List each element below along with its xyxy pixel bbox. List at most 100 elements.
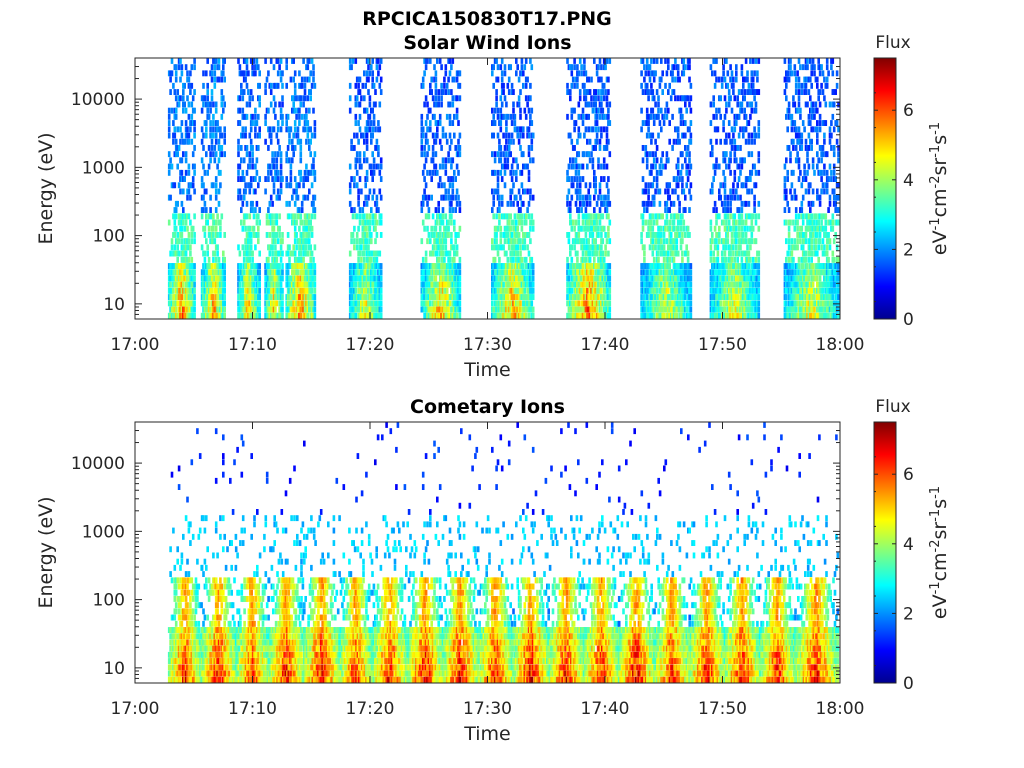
flux-cell xyxy=(506,163,510,170)
flux-cell xyxy=(272,300,276,307)
flux-cell xyxy=(217,263,221,269)
flux-cell xyxy=(355,169,359,176)
flux-cell xyxy=(574,250,578,257)
flux-cell xyxy=(524,219,528,226)
flux-cell xyxy=(591,263,595,269)
flux-cell xyxy=(453,76,456,83)
flux-cell xyxy=(645,300,649,307)
flux-cell xyxy=(271,176,274,182)
flux-cell xyxy=(713,82,717,89)
flux-cell xyxy=(240,82,243,89)
flux-cell xyxy=(709,269,713,276)
flux-cell xyxy=(672,200,676,207)
flux-cell xyxy=(652,157,656,164)
flux-cell xyxy=(512,107,515,114)
flux-cell xyxy=(292,145,295,151)
flux-cell xyxy=(652,76,656,83)
flux-cell xyxy=(203,300,207,307)
flux-cell xyxy=(267,176,270,182)
flux-cell xyxy=(209,294,212,300)
flux-cell xyxy=(529,219,532,226)
flux-cell xyxy=(302,287,305,294)
flux-cell xyxy=(588,294,592,300)
flux-cell xyxy=(191,107,195,114)
flux-cell xyxy=(179,263,182,269)
flux-cell xyxy=(308,138,311,145)
flux-cell xyxy=(491,238,494,245)
flux-cell xyxy=(510,300,514,307)
flux-cell xyxy=(292,244,295,251)
flux-cell xyxy=(252,306,256,313)
flux-cell xyxy=(213,263,217,269)
flux-cell xyxy=(661,312,664,319)
flux-cell xyxy=(607,300,610,307)
flux-cell xyxy=(371,219,374,226)
flux-cell xyxy=(358,294,362,300)
flux-cell xyxy=(305,269,308,276)
flux-cell xyxy=(180,263,184,269)
flux-cell xyxy=(429,107,432,114)
flux-cell xyxy=(641,89,645,95)
flux-cell xyxy=(688,275,691,282)
flux-cell xyxy=(587,275,590,282)
flux-cell xyxy=(310,232,314,238)
flux-cell xyxy=(448,113,452,120)
flux-cell xyxy=(583,58,586,64)
flux-cell xyxy=(509,300,512,307)
flux-cell xyxy=(492,275,495,282)
flux-cell xyxy=(657,213,660,220)
flux-cell xyxy=(220,132,224,139)
flux-cell xyxy=(512,113,515,120)
flux-cell xyxy=(454,275,457,282)
flux-cell xyxy=(712,294,715,300)
flux-cell xyxy=(306,132,310,139)
flux-cell xyxy=(447,300,450,307)
flux-cell xyxy=(375,232,379,238)
flux-cell xyxy=(492,287,495,294)
flux-cell xyxy=(242,250,246,257)
flux-cell xyxy=(641,312,645,319)
flux-cell xyxy=(719,275,722,282)
flux-cell xyxy=(600,269,603,276)
flux-cell xyxy=(711,188,714,195)
flux-cell xyxy=(527,200,531,207)
flux-cell xyxy=(608,275,612,282)
flux-cell xyxy=(187,238,191,245)
flux-cell xyxy=(516,225,519,232)
flux-cell xyxy=(354,300,358,307)
flux-cell xyxy=(257,113,260,120)
flux-cell xyxy=(244,263,247,269)
flux-cell xyxy=(172,306,175,313)
flux-cell xyxy=(348,275,352,282)
flux-cell xyxy=(608,120,612,126)
flux-cell xyxy=(578,263,582,269)
flux-cell xyxy=(222,294,225,300)
flux-cell xyxy=(502,113,505,120)
flux-cell xyxy=(186,95,189,102)
flux-cell xyxy=(372,82,376,89)
flux-cell xyxy=(522,300,525,307)
flux-cell xyxy=(510,219,514,226)
flux-cell xyxy=(217,200,221,207)
flux-cell xyxy=(448,269,452,276)
flux-cell xyxy=(348,163,352,170)
flux-cell xyxy=(184,64,188,71)
flux-cell xyxy=(279,300,283,307)
flux-cell xyxy=(379,176,383,182)
flux-cell xyxy=(569,306,572,313)
flux-cell xyxy=(513,225,517,232)
flux-cell xyxy=(726,312,730,319)
flux-cell xyxy=(173,113,177,120)
flux-cell xyxy=(510,132,514,139)
flux-cell xyxy=(588,213,592,220)
flux-cell xyxy=(187,312,191,319)
flux-cell xyxy=(517,188,521,195)
flux-cell xyxy=(292,300,295,307)
flux-cell xyxy=(303,225,307,232)
flux-cell xyxy=(308,225,311,232)
flux-cell xyxy=(265,275,269,282)
flux-cell xyxy=(513,244,517,251)
flux-cell xyxy=(725,232,728,238)
flux-cell xyxy=(499,113,503,120)
flux-cell xyxy=(281,306,284,313)
